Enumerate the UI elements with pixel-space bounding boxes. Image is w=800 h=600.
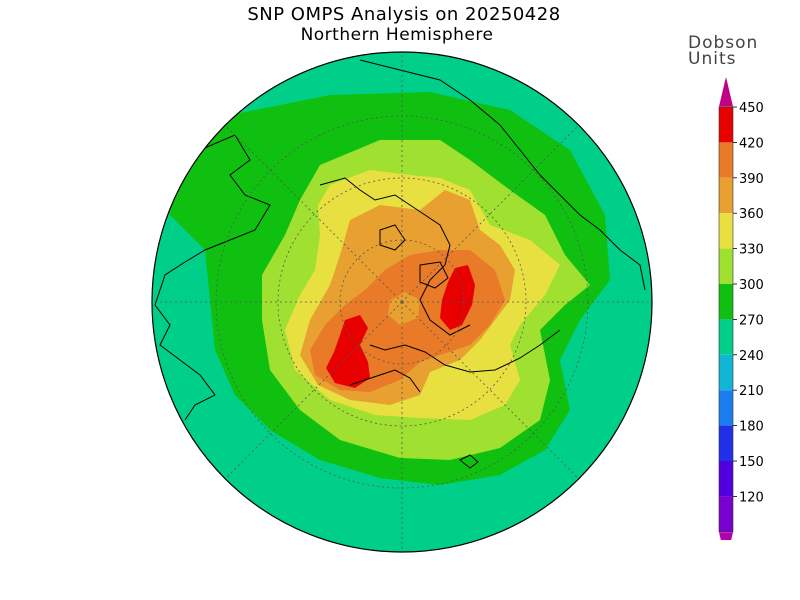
legend-swatch-180 <box>719 425 733 461</box>
legend-label-240: 240 <box>739 349 764 364</box>
legend-overflow-triangle <box>719 77 733 107</box>
map-title: SNP OMPS Analysis on 20250428 <box>247 4 561 25</box>
map-subtitle: Northern Hemisphere <box>300 25 494 45</box>
coastlines <box>154 59 646 469</box>
legend-label-180: 180 <box>739 420 764 435</box>
legend-swatch-390 <box>719 177 733 214</box>
legend-title-line2: Units <box>688 49 737 69</box>
legend-label-330: 330 <box>739 243 764 258</box>
legend-label-450: 450 <box>739 101 764 116</box>
legend-swatch-150 <box>719 461 733 497</box>
legend-label-210: 210 <box>739 384 764 399</box>
legend-underflow-triangle <box>719 532 733 540</box>
legend-labels: 450 420 390 360 330 300 270 240 210 180 150 120 <box>733 101 764 505</box>
legend-label-150: 150 <box>739 455 764 470</box>
graticule <box>152 52 652 552</box>
color-legend: 450 420 390 360 330 300 270 240 210 180 150 120 <box>718 77 764 540</box>
legend-label-270: 270 <box>739 313 764 328</box>
legend-swatch-120 <box>719 496 733 532</box>
legend-swatch-330 <box>719 248 733 284</box>
contour-420-450-west <box>326 315 370 388</box>
legend-label-300: 300 <box>739 278 764 293</box>
legend-swatch-450 <box>719 107 733 143</box>
map-boundary <box>151 51 653 553</box>
legend-label-420: 420 <box>739 136 764 151</box>
contour-390-420-pocket <box>388 292 420 325</box>
legend-label-390: 390 <box>739 172 764 187</box>
legend-title: Dobson Units <box>688 33 759 69</box>
legend-bar <box>718 77 734 540</box>
legend-swatch-240 <box>719 354 733 391</box>
legend-swatch-270 <box>719 319 733 355</box>
legend-label-360: 360 <box>739 207 764 222</box>
legend-label-120: 120 <box>739 490 764 505</box>
contour-360-390-island <box>450 200 468 220</box>
legend-swatch-210 <box>719 390 733 426</box>
legend-swatch-420 <box>719 142 733 178</box>
legend-title-line1: Dobson <box>688 33 759 53</box>
legend-swatch-360 <box>719 213 733 249</box>
legend-swatch-300 <box>719 284 733 320</box>
contour-420-450-east <box>440 265 475 330</box>
